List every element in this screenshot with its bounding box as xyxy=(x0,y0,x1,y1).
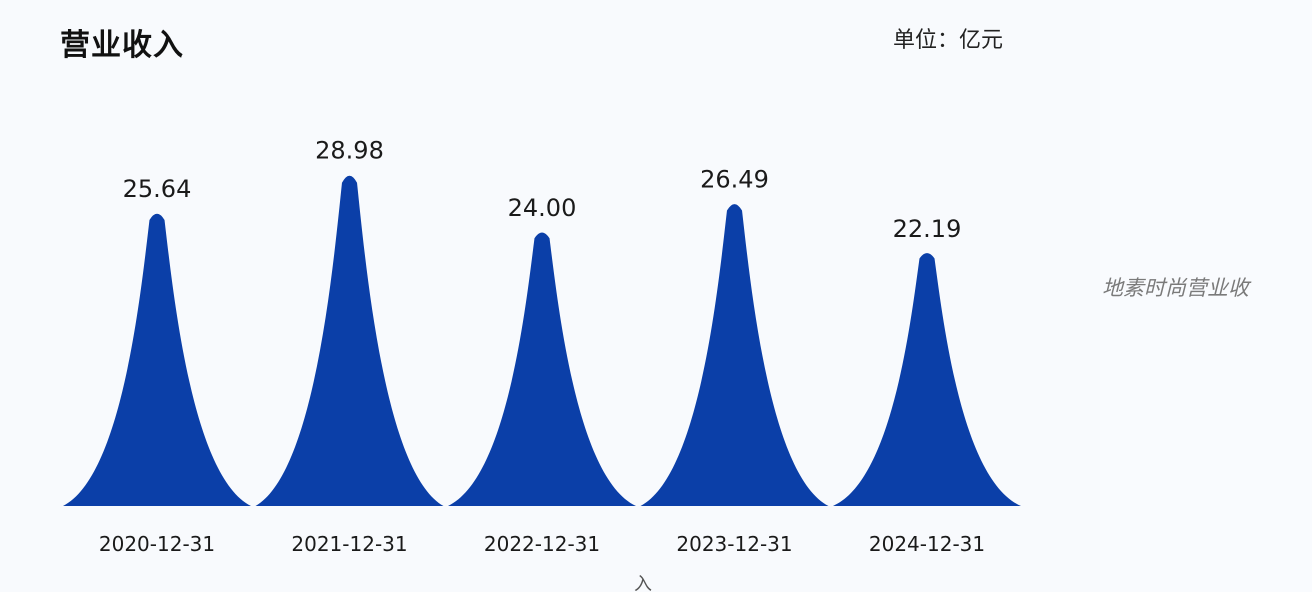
bar-2020-12-31 xyxy=(63,213,251,506)
value-label-2021-12-31: 28.98 xyxy=(315,137,384,165)
x-tick-label-2021-12-31: 2021-12-31 xyxy=(291,532,407,556)
value-label-2024-12-31: 22.19 xyxy=(893,215,962,243)
revenue-chart: 25.64 2020-12-31 28.98 2021-12-31 24.00 2022-… xyxy=(63,137,1021,556)
x-tick-label-2023-12-31: 2023-12-31 xyxy=(676,532,792,556)
unit-label: 单位：亿元 xyxy=(893,28,1004,53)
x-tick-label-2022-12-31: 2022-12-31 xyxy=(484,532,600,556)
bar-2024-12-31 xyxy=(833,253,1021,506)
value-label-2023-12-31: 26.49 xyxy=(700,165,769,193)
value-label-2020-12-31: 25.64 xyxy=(123,175,192,203)
value-label-2022-12-31: 24.00 xyxy=(508,194,577,222)
bar-2021-12-31 xyxy=(255,175,444,506)
bar-2023-12-31 xyxy=(640,204,829,506)
chart-title: 营业收入 xyxy=(60,28,184,63)
caption-continuation: 入 xyxy=(634,574,652,592)
x-tick-label-2024-12-31: 2024-12-31 xyxy=(869,532,985,556)
chart-caption: 地素时尚营业收 xyxy=(1102,276,1249,300)
x-tick-label-2020-12-31: 2020-12-31 xyxy=(99,532,215,556)
bar-2022-12-31 xyxy=(448,232,636,506)
